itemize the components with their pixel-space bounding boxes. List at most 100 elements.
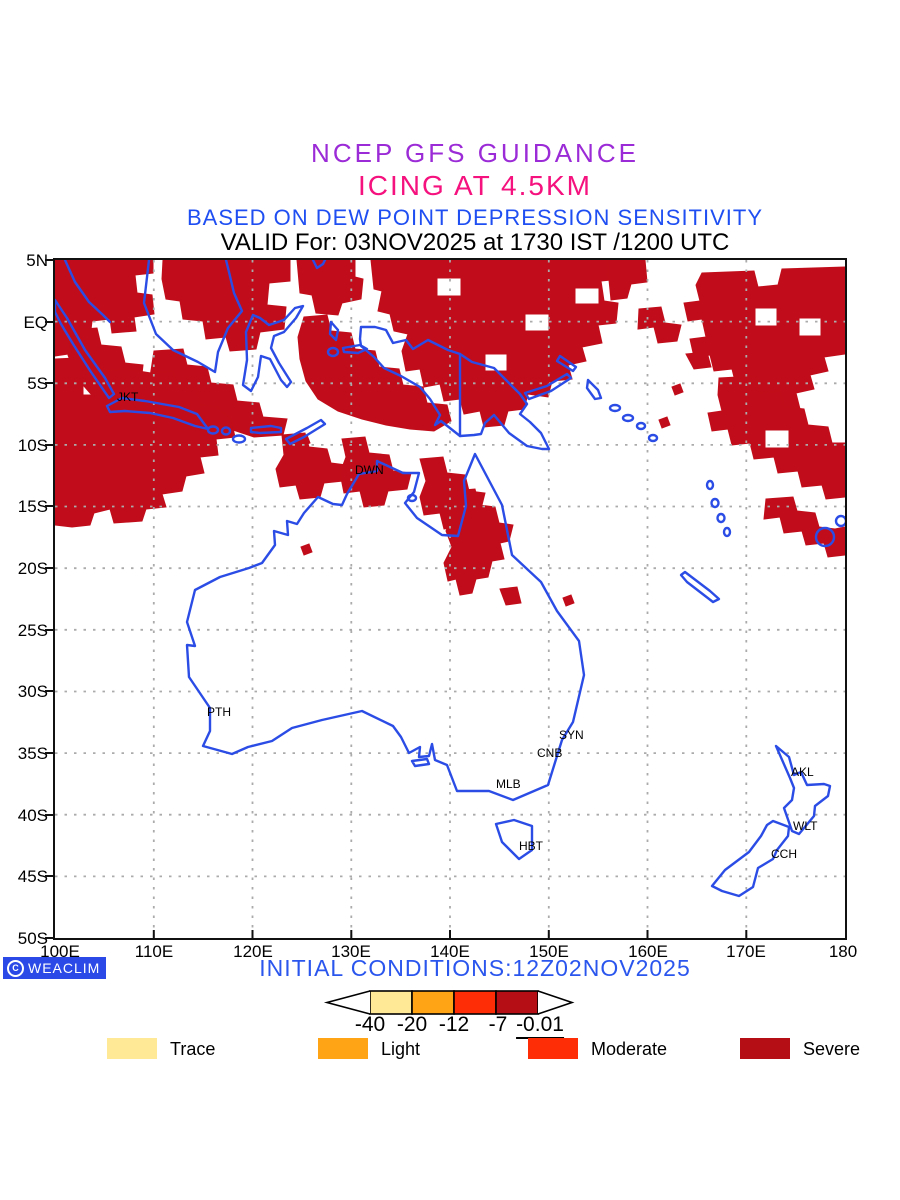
coast-vanuatu-3 (716, 512, 726, 524)
subtitle-level: ICING AT 4.5KM (358, 170, 592, 201)
y-axis-tick (45, 937, 54, 939)
severe-icing-regions (55, 260, 845, 607)
y-axis-tick-label: 50S (17, 929, 48, 948)
city-label: AKL (791, 765, 814, 779)
coast-new-ireland (555, 354, 578, 373)
coast-new-britain (523, 372, 573, 401)
coast-lombok (220, 426, 232, 436)
legend-label: Severe (803, 1039, 861, 1059)
x-axis-tick-label: 140E (430, 942, 470, 961)
colorbar-tick-label: -40 (354, 1013, 386, 1036)
coast-timor (284, 418, 327, 446)
coast-nz-north (774, 744, 832, 836)
coast-halmahera (328, 320, 340, 342)
city-label: HBT (519, 839, 544, 853)
y-axis-tick-label: 20S (17, 559, 48, 578)
weaclim-circle-c-icon: C (7, 959, 24, 977)
legend-swatch-severe (740, 1038, 790, 1059)
x-axis-inner-ticks (152, 930, 748, 938)
coast-fiji-viti (814, 526, 836, 548)
icing-map-svg: JKT DWN PTH SYN CNB MLB HBT AKL WLT CCH (55, 260, 845, 938)
colorbar-cell-severe (495, 990, 539, 1015)
coast-borneo (142, 260, 244, 374)
weaclim-logo-text: WEACLIM (28, 960, 101, 976)
y-axis-tick (45, 814, 54, 816)
y-axis-tick (45, 444, 54, 446)
coast-new-caledonia (679, 570, 721, 604)
colorbar-tick-label: -0.01 (516, 1013, 564, 1039)
coast-malay-peninsula (63, 260, 112, 324)
subtitle-method: BASED ON DEW POINT DEPRESSION SENSITIVIT… (186, 205, 764, 230)
x-axis-tick-label: 100E (40, 942, 80, 961)
y-axis-tick (45, 752, 54, 754)
y-axis-tick-label: 5S (27, 374, 48, 393)
y-axis-tick-label: 5N (26, 251, 48, 270)
colorbar-cell-trace (369, 990, 413, 1015)
colorbar-tick-label: -12 (438, 1013, 470, 1036)
coast-sumba (231, 434, 247, 444)
y-axis-tick-label: 45S (17, 867, 48, 886)
x-axis-tick-label: 130E (331, 942, 371, 961)
coastlines (55, 260, 845, 898)
coast-sumatra (55, 298, 116, 400)
city-label: CCH (771, 847, 797, 861)
y-axis-tick-label: 25S (17, 621, 48, 640)
x-axis-tick-label: 180 (828, 942, 858, 961)
colorbar-tick-label: -7 (488, 1013, 508, 1036)
x-axis-tick-label: 170E (726, 942, 766, 961)
city-label: SYN (559, 728, 584, 742)
y-axis-tick (45, 875, 54, 877)
coast-bali (206, 425, 220, 435)
x-axis-tick-label: 110E (134, 942, 174, 961)
coast-solomon-4 (647, 433, 659, 443)
valid-time-line: VALID For: 03NOV2025 at 1730 IST /1200 U… (220, 229, 730, 256)
city-label: JKT (117, 390, 139, 404)
coast-fiji-vanua (834, 514, 845, 528)
coast-vanuatu-4 (722, 526, 732, 538)
y-axis-tick-label: EQ (23, 313, 48, 332)
coast-new-guinea (358, 325, 551, 451)
legend-swatch-moderate (528, 1038, 578, 1059)
coast-sulawesi (241, 304, 305, 393)
legend-label: Trace (170, 1039, 216, 1059)
legend-swatch-light (318, 1038, 368, 1059)
coast-vanuatu-2 (710, 497, 720, 509)
y-axis-tick (45, 629, 54, 631)
weaclim-logo: C WEACLIM (3, 957, 106, 979)
x-axis-tick-label: 150E (529, 942, 569, 961)
legend-label: Light (381, 1039, 421, 1059)
x-axis-tick-label: 120E (233, 942, 273, 961)
city-label: WLT (793, 819, 818, 833)
coast-java (105, 396, 210, 431)
colorbar-right-arrow (537, 990, 575, 1015)
coast-vanuatu-1 (705, 479, 715, 491)
page-title: NCEP GFS GUIDANCE (311, 138, 639, 168)
colorbar-tick-label: -20 (396, 1013, 428, 1036)
y-axis-tick (45, 382, 54, 384)
coast-bougainville (585, 378, 603, 401)
y-axis-tick (45, 259, 54, 261)
coast-seram (341, 343, 369, 355)
y-axis-tick (45, 690, 54, 692)
coast-australia (185, 452, 586, 802)
y-axis-tick (45, 567, 54, 569)
city-labels: JKT DWN PTH SYN CNB MLB HBT AKL WLT CCH (117, 390, 818, 861)
coast-sumbawa-flores (249, 424, 283, 435)
city-label: CNB (537, 746, 562, 760)
coast-tasmania (494, 818, 534, 861)
x-axis-tick-label: 160E (628, 942, 668, 961)
legend-label: Moderate (591, 1039, 668, 1059)
coast-solomon-1 (608, 403, 622, 413)
coast-solomon-3 (635, 421, 647, 431)
y-axis-tick-label: 30S (17, 682, 48, 701)
city-label: DWN (355, 463, 384, 477)
colorbar-cell-light (411, 990, 455, 1015)
y-axis-tick (45, 321, 54, 323)
y-axis-tick-label: 40S (17, 806, 48, 825)
coast-nz-south (710, 819, 791, 898)
legend-swatch-trace (107, 1038, 157, 1059)
city-label: PTH (207, 705, 231, 719)
colorbar (323, 990, 575, 1015)
coast-kangaroo-island (410, 757, 431, 768)
